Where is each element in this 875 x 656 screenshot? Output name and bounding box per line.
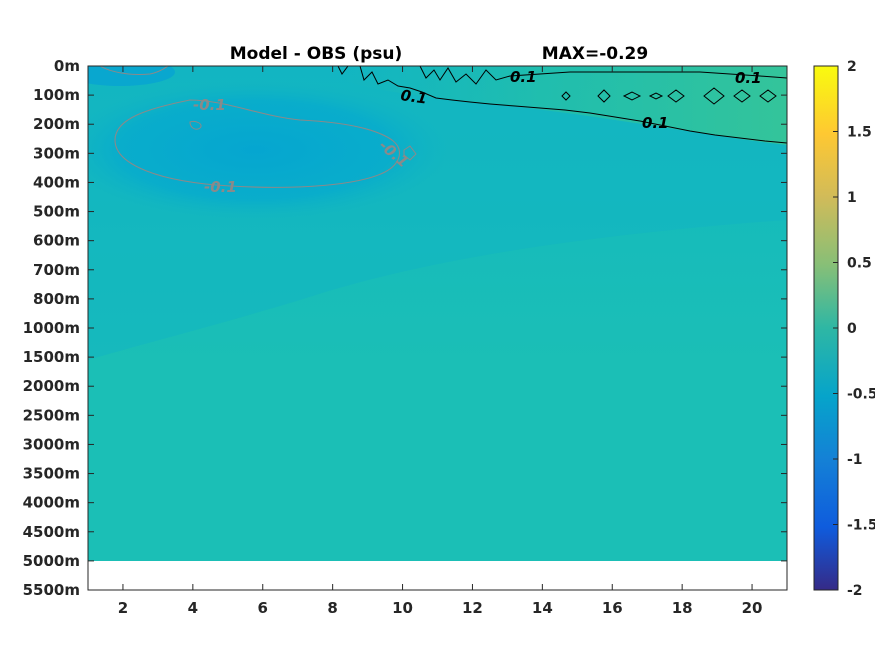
contour-label-pos: 0.1 (399, 86, 428, 108)
colorbar-tick-label: -0.5 (847, 387, 875, 403)
chart-title: Model - OBS (psu) (230, 44, 403, 64)
x-tick-label: 14 (532, 599, 553, 617)
colorbar-tick-label: 0 (847, 321, 857, 337)
field-positive-region (340, 66, 787, 145)
y-tick-label: 1000m (23, 319, 80, 337)
colorbar-tick-label: -2 (847, 583, 863, 599)
field-negative-lens (88, 80, 450, 220)
x-tick-label: 12 (462, 599, 483, 617)
contour-pos-0.1 (337, 66, 787, 144)
y-tick-label: 4500m (23, 523, 80, 541)
contour-label-neg: -0.1 (204, 178, 237, 196)
x-tick-label: 10 (392, 599, 413, 617)
x-tick-label: 20 (742, 599, 763, 617)
y-tick-label: 0m (54, 57, 80, 75)
y-tick-label: 600m (33, 232, 80, 250)
y-tick-label: 700m (33, 261, 80, 279)
y-tick-label: 400m (33, 173, 80, 191)
x-tick-label: 4 (188, 599, 198, 617)
y-tick-label: 2000m (23, 377, 80, 395)
x-axis: 2 4 6 8 10 12 14 16 18 20 (118, 66, 763, 617)
y-tick-label: 5500m (23, 581, 80, 599)
y-axis: 0m 100m 200m 300m 400m 500m 600m 700m 800m 1000m 1… (23, 57, 787, 599)
y-tick-label: 500m (33, 203, 80, 221)
colorbar-tick-label: -1 (847, 452, 863, 468)
x-tick-label: 2 (118, 599, 128, 617)
field-negative-core (88, 66, 175, 86)
colorbar-tick-label: 1.5 (847, 125, 872, 141)
max-annotation: MAX=-0.29 (542, 44, 648, 64)
contour-neg-0.1-top (99, 66, 169, 75)
contour-label-pos: 0.1 (642, 114, 669, 132)
contour-label-pos: 0.1 (510, 68, 537, 86)
contour-pos-0.1-mid (561, 87, 777, 105)
y-tick-label: 800m (33, 290, 80, 308)
x-tick-label: 18 (672, 599, 693, 617)
colorbar-ticks: 2 1.5 1 0.5 0 -0.5 -1 -1.5 -2 (833, 59, 875, 599)
contour-label-pos: 0.1 (735, 69, 762, 87)
y-tick-label: 5000m (23, 552, 80, 570)
x-tick-label: 6 (258, 599, 268, 617)
heatmap-field: 0.1 0.1 0.1 0.1 -0.1 -0.1 -0.1 (88, 66, 787, 561)
y-tick-label: 4000m (23, 494, 80, 512)
y-tick-label: 3000m (23, 435, 80, 453)
y-tick-label: 3500m (23, 465, 80, 483)
x-tick-label: 8 (327, 599, 337, 617)
contour-neg-0.1-wiggle (403, 145, 417, 161)
x-tick-label: 16 (602, 599, 623, 617)
colorbar-tick-label: 0.5 (847, 256, 872, 272)
contour-pos-0.1-upper (419, 66, 787, 85)
y-tick-label: 2500m (23, 406, 80, 424)
contour-neg-0.1-small (189, 121, 202, 130)
y-tick-label: 200m (33, 115, 80, 133)
y-tick-label: 100m (33, 86, 80, 104)
contour-label-neg: -0.1 (193, 96, 226, 114)
colorbar-tick-label: 1 (847, 190, 857, 206)
contour-neg-0.1 (114, 99, 401, 188)
colorbar-tick-label: 2 (847, 59, 857, 75)
colorbar-tick-label: -1.5 (847, 518, 875, 534)
y-tick-label: 1500m (23, 348, 80, 366)
y-tick-label: 300m (33, 144, 80, 162)
